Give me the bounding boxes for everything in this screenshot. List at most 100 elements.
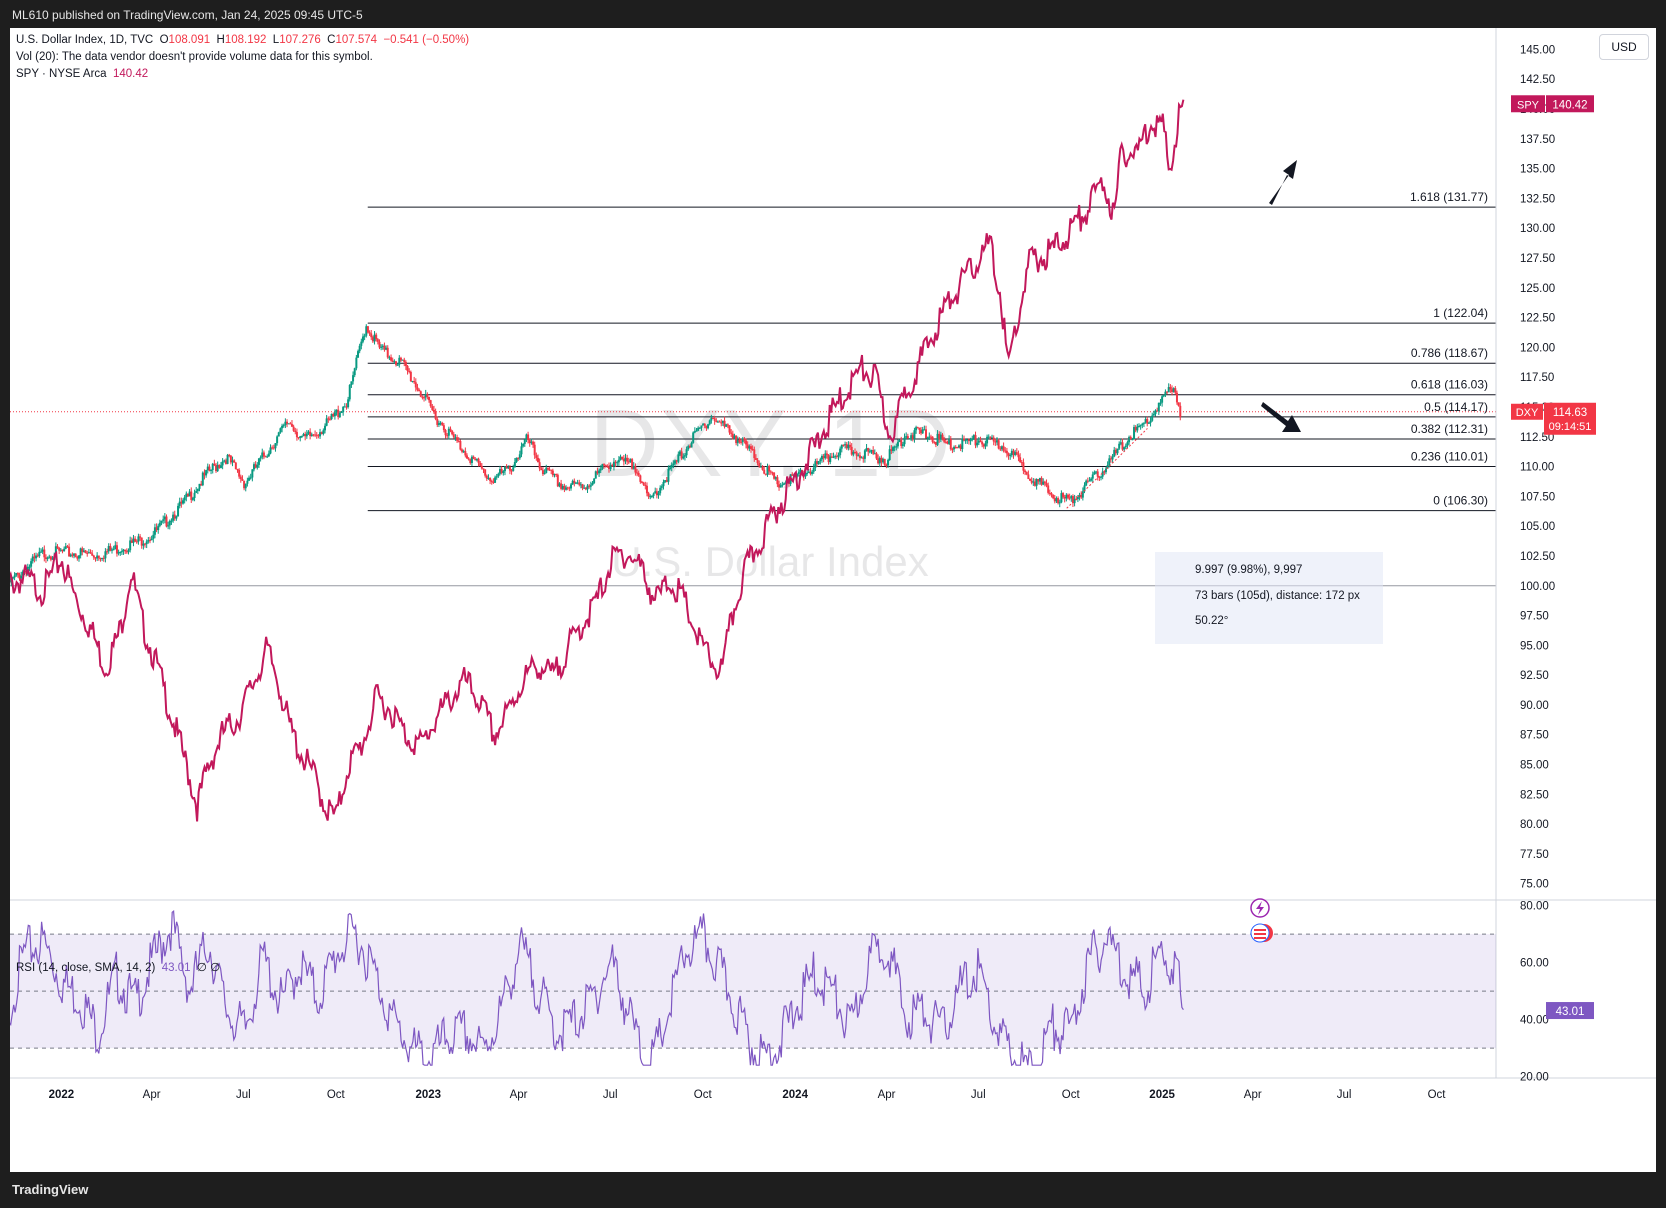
time-tick-label: 2023 (415, 1089, 441, 1101)
spy-legend[interactable]: SPY · NYSE Arca 140.42 (16, 68, 149, 80)
dxy-candle (716, 421, 719, 423)
time-tick-label: Jul (603, 1089, 618, 1101)
dxy-candle (190, 491, 193, 500)
dxy-candle (396, 364, 399, 366)
dxy-candle (299, 436, 302, 438)
currency-button[interactable]: USD (1599, 34, 1649, 60)
dxy-candle (634, 466, 637, 473)
dxy-candle (333, 412, 336, 417)
fib-levels[interactable]: 1.618 (131.77) 1 (122.04) 0.786 (118.67) 0.… (367, 190, 1496, 512)
dxy-candle (457, 440, 460, 442)
price-chart[interactable]: DXY, 1D U.S. Dollar Index 1.618 (131.77)… (10, 28, 1656, 1172)
dxy-candle (16, 572, 19, 575)
lightning-icon[interactable] (1250, 898, 1270, 918)
dxy-candle (543, 472, 546, 475)
dxy-candle (621, 456, 624, 460)
dxy-candle (59, 549, 62, 551)
dxy-candle (1055, 498, 1058, 502)
dxy-candle (1141, 423, 1144, 426)
dxy-candle (885, 465, 888, 467)
dxy-candle (555, 474, 558, 476)
dxy-candle (56, 546, 59, 548)
dxy-candle (959, 445, 962, 450)
dxy-candle (290, 424, 293, 427)
price-tick-label: 87.50 (1520, 730, 1549, 742)
dxy-candle (363, 335, 366, 337)
dxy-candle (1024, 470, 1027, 473)
dxy-candle (274, 443, 277, 449)
dxy-candle (183, 497, 186, 501)
dxy-candle (1146, 419, 1149, 424)
dxy-candle (54, 546, 57, 557)
trendline[interactable] (1066, 428, 1148, 509)
dxy-candle (566, 487, 569, 489)
dxy-candle (921, 429, 924, 434)
dxy-candle (210, 470, 213, 472)
dxy-candle (375, 334, 378, 340)
tradingview-logo: TradingView (12, 1182, 89, 1197)
dxy-candle (200, 483, 203, 486)
event-icons[interactable] (1250, 898, 1273, 943)
arrow-down-icon[interactable] (1261, 402, 1301, 432)
dxy-candle (479, 462, 482, 466)
symbol-legend[interactable]: U.S. Dollar Index, 1D, TVC O108.091 H108… (16, 34, 470, 46)
arrow-up-icon[interactable] (1269, 160, 1297, 205)
dxy-candle (992, 437, 995, 442)
dxy-candle (1137, 425, 1140, 427)
spy-badge (1546, 95, 1594, 113)
rsi-tick-label: 20.00 (1520, 1072, 1549, 1084)
volume-legend[interactable]: Vol (20): The data vendor doesn't provid… (16, 51, 373, 63)
dxy-candle (1147, 422, 1150, 424)
dxy-candle (152, 534, 155, 539)
dxy-candle (995, 440, 998, 443)
dxy-candle (124, 549, 127, 552)
dxy-candle (1164, 391, 1167, 395)
dxy-candle (383, 345, 386, 350)
dxy-candle (872, 450, 875, 454)
dxy-candle (1063, 496, 1066, 499)
dxy-candle (754, 458, 757, 460)
close-value: 107.574 (335, 34, 378, 46)
spy-line (10, 99, 1185, 822)
dxy-candle (1142, 422, 1145, 424)
annotation-arrows[interactable] (1261, 160, 1301, 432)
dxy-candle (244, 483, 247, 489)
dxy-candle (520, 446, 523, 455)
rsi-tick-label: 40.00 (1520, 1015, 1549, 1027)
dxy-candle (822, 456, 825, 459)
price-tick-label: 102.50 (1520, 551, 1555, 563)
dxy-candle (1085, 480, 1088, 486)
dxy-candle (201, 472, 204, 486)
dxy-candle (817, 461, 820, 464)
rsi-legend[interactable]: RSI (14, close, SMA, 14, 2) 43.01 ∅ ∅ (16, 962, 221, 974)
flag-icon[interactable] (1250, 923, 1273, 943)
dxy-candle (145, 541, 148, 545)
price-tick-label: 125.00 (1520, 283, 1555, 295)
dxy-candle (91, 553, 94, 556)
dxy-candle (820, 456, 823, 460)
dxy-candle (533, 444, 536, 456)
dxy-candle (266, 456, 269, 458)
dxy-candle (594, 471, 597, 479)
rsi-legend-value: 43.01 (161, 962, 191, 974)
dxy-candle (1128, 436, 1131, 443)
dxy-candle (1123, 447, 1126, 450)
dxy-candle (626, 457, 629, 462)
dxy-candle (1065, 494, 1068, 499)
dxy-candle (570, 484, 573, 489)
dxy-candle (738, 439, 741, 442)
dxy-candle (1009, 455, 1012, 457)
dxy-candle (1081, 491, 1084, 498)
dxy-candle (938, 433, 941, 440)
dxy-candle (599, 468, 602, 471)
time-tick-label: Oct (1428, 1089, 1447, 1101)
dxy-candle (1053, 498, 1056, 502)
dxy-candle (350, 381, 353, 386)
dxy-candle (1068, 497, 1071, 499)
dxy-candle (674, 460, 677, 464)
dxy-candle (167, 525, 170, 527)
dxy-candle (73, 553, 76, 556)
dxy-candle (1002, 446, 1005, 451)
dxy-candle (650, 495, 653, 497)
dxy-candle (284, 421, 287, 426)
